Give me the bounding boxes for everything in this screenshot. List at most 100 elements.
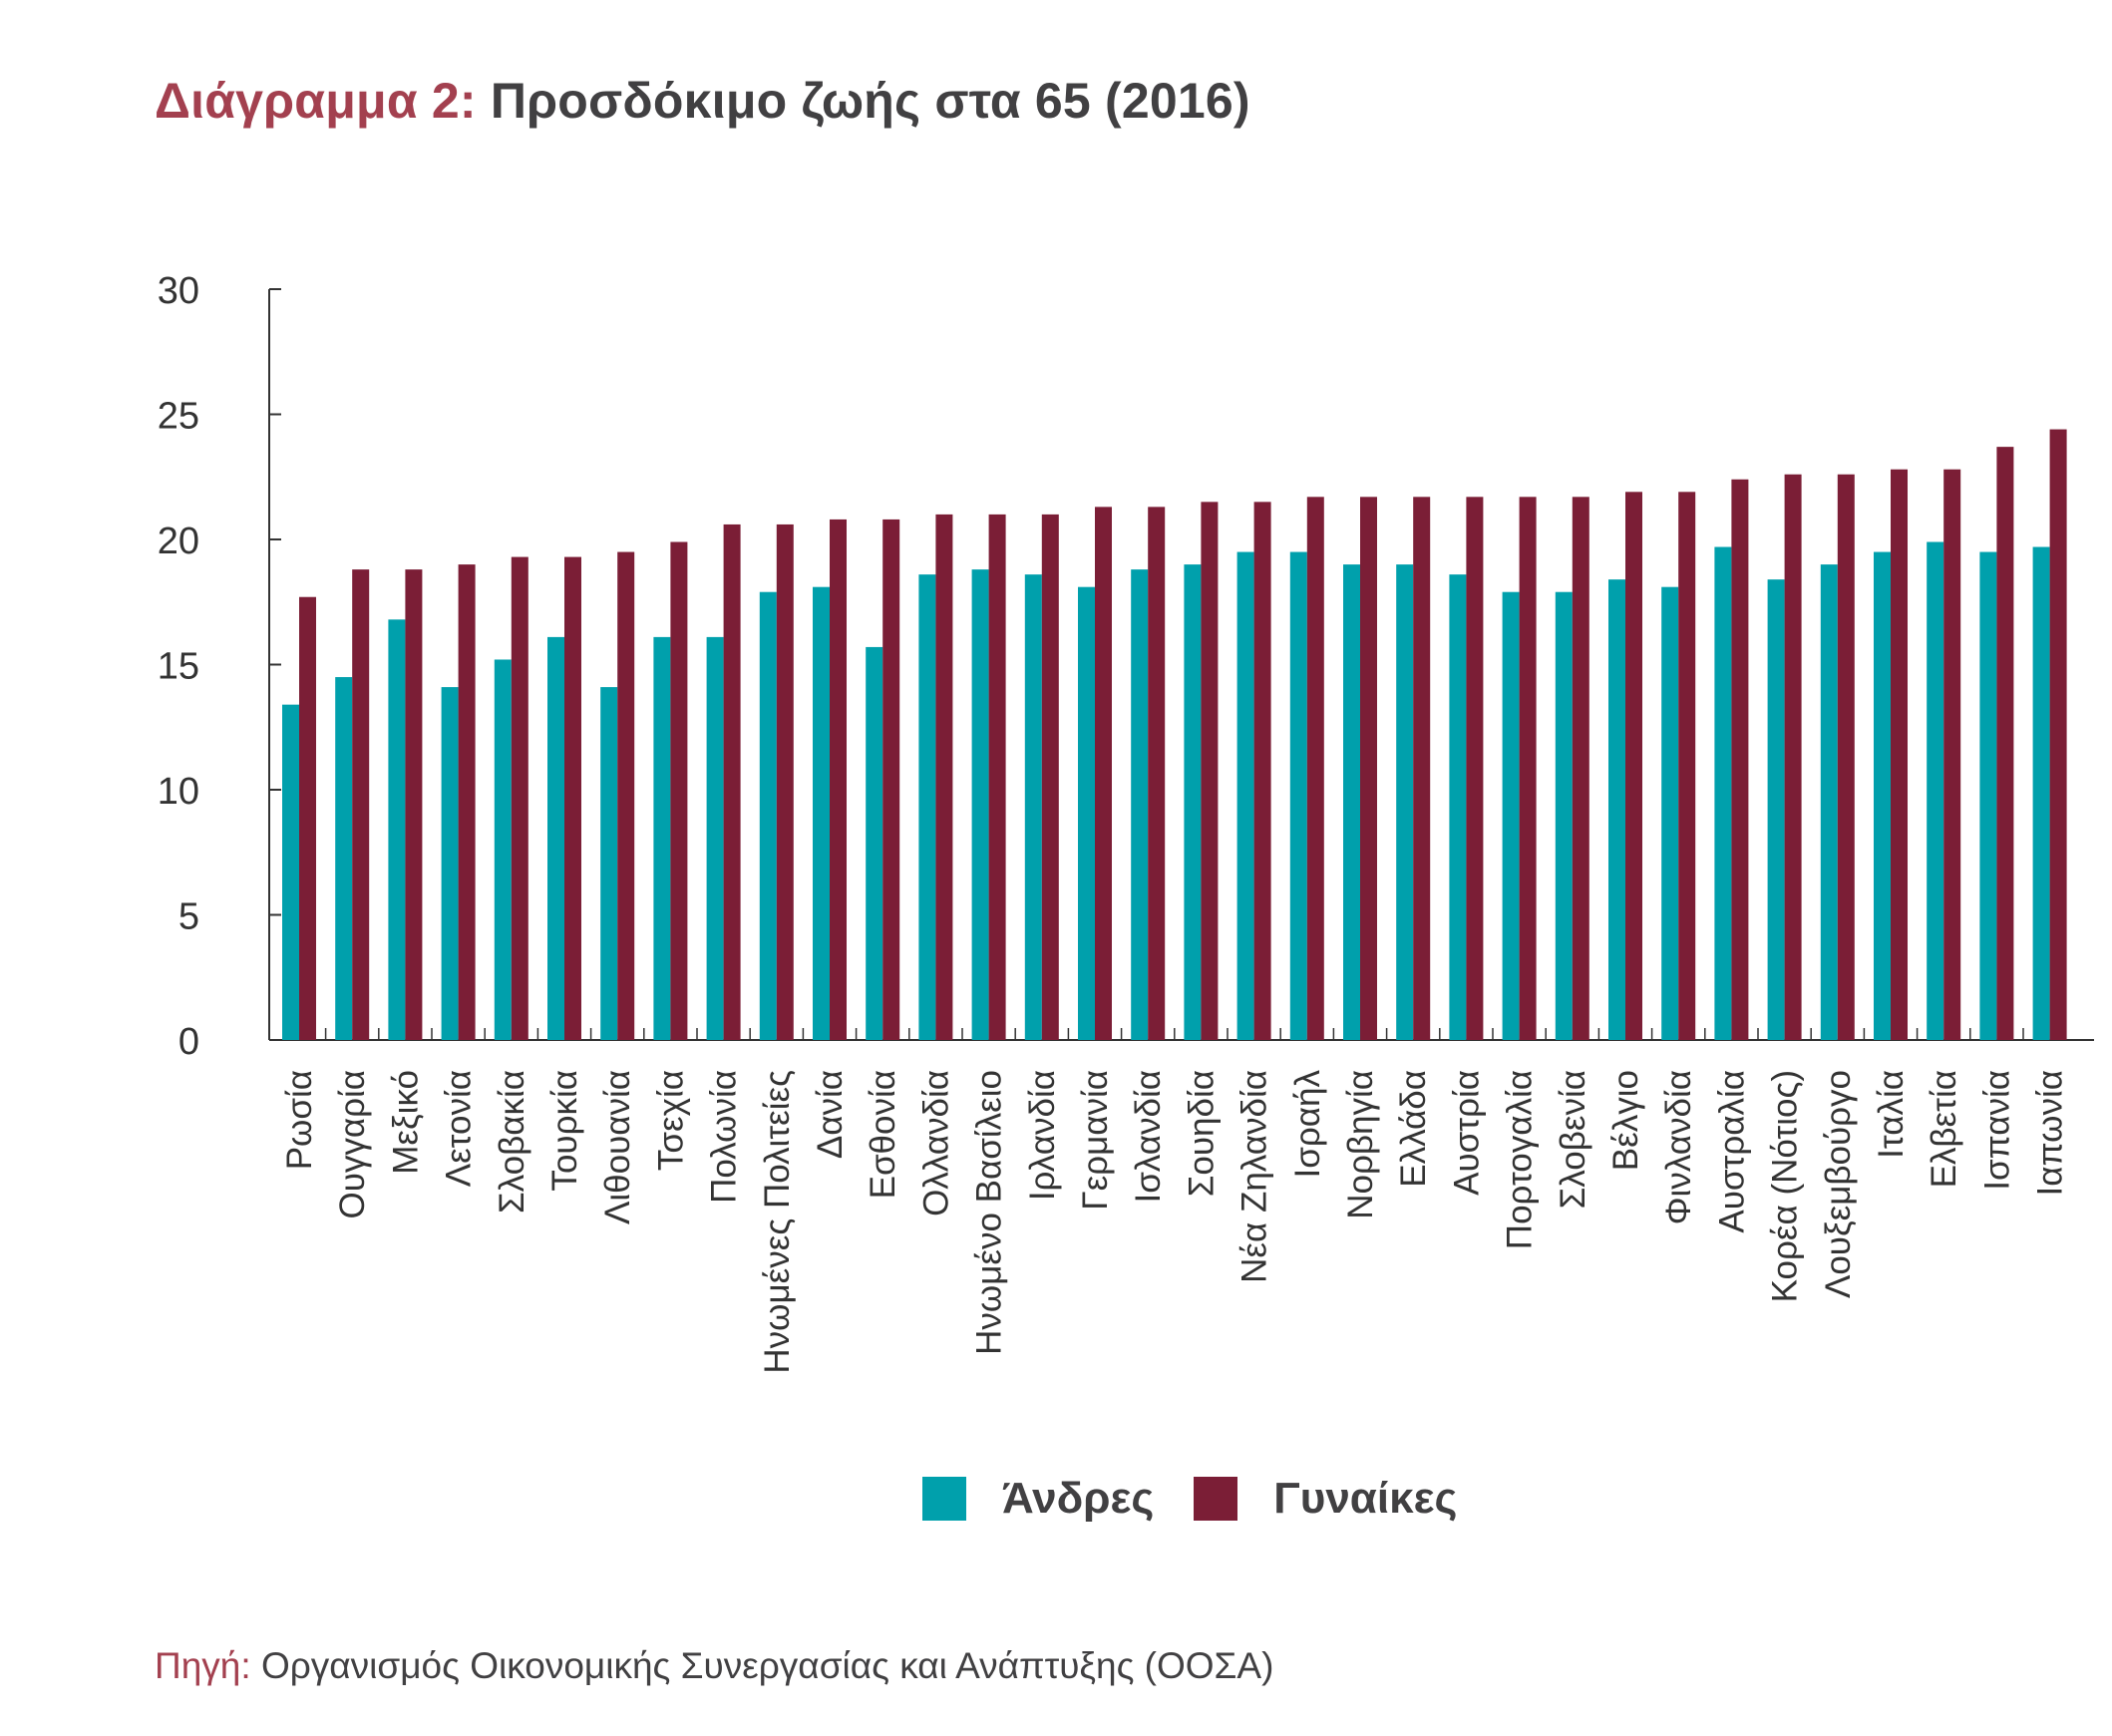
x-category-label: Ουγγαρία xyxy=(333,1070,372,1219)
bar-men xyxy=(653,636,671,1040)
chart-legend: Άνδρες Γυναίκες xyxy=(922,1474,1497,1524)
x-category-label: Σλοβακία xyxy=(493,1070,531,1214)
bar-women xyxy=(1253,502,1271,1041)
bar-men xyxy=(282,704,299,1040)
bar-women xyxy=(935,514,953,1040)
bar-men xyxy=(1927,541,1944,1040)
bar-men xyxy=(1820,564,1838,1040)
y-tick-label: 0 xyxy=(178,1021,199,1063)
bar-chart: 0 5 10 15 20 25 30 Ρωσία Ουγγαρία Μεξικό Λετονία Σλ… xyxy=(158,270,2094,1374)
bar-men xyxy=(494,659,512,1040)
bar-men xyxy=(1343,564,1360,1040)
y-tick-label: 10 xyxy=(158,771,199,813)
source-text: Οργανισμός Οικονομικής Συνεργασίας και Α… xyxy=(260,1645,1274,1686)
x-category-label: Ολλανδία xyxy=(916,1070,955,1216)
x-category-label: Πορτογαλία xyxy=(1501,1070,1540,1249)
bar-women xyxy=(1466,497,1484,1041)
bar-men xyxy=(759,591,777,1040)
bar-women xyxy=(1095,507,1112,1040)
bar-women xyxy=(405,569,423,1040)
bar-women xyxy=(1572,497,1589,1041)
bar-women xyxy=(1891,469,1908,1041)
bar-women xyxy=(617,551,635,1040)
x-category-label: Αυστραλία xyxy=(1712,1070,1751,1233)
bar-men xyxy=(1236,551,1254,1040)
bar-women xyxy=(1201,502,1219,1041)
bar-men xyxy=(1184,564,1202,1040)
bar-men xyxy=(441,687,459,1040)
source-prefix: Πηγή: xyxy=(155,1645,251,1686)
chart-title: Διάγραμμα 2: Προσδόκιμο ζωής στα 65 (201… xyxy=(155,72,1250,130)
bar-women xyxy=(1784,474,1802,1040)
bar-women xyxy=(1306,497,1324,1041)
bar-men xyxy=(1131,569,1149,1040)
bar-women xyxy=(1996,447,2014,1040)
bar-men xyxy=(600,687,618,1040)
bar-men xyxy=(335,677,353,1040)
x-category-label: Ηνωμένο Βασίλειο xyxy=(970,1070,1009,1355)
legend-label-men: Άνδρες xyxy=(1002,1474,1155,1523)
x-category-label: Πολωνία xyxy=(705,1070,744,1204)
bar-men xyxy=(1608,579,1625,1040)
bar-men xyxy=(1024,574,1042,1040)
bar-men xyxy=(388,619,406,1040)
legend-item-men: Άνδρες xyxy=(922,1474,1154,1524)
y-tick-label: 20 xyxy=(158,521,199,562)
bar-men xyxy=(1767,579,1785,1040)
bar-men xyxy=(1874,551,1891,1040)
x-category-label: Δανία xyxy=(811,1070,850,1159)
x-category-label: Τσεχία xyxy=(651,1070,690,1171)
x-category-label: Κορέα (Νότιος) xyxy=(1766,1070,1805,1302)
x-category-label: Ελλάδα xyxy=(1394,1070,1433,1188)
x-category-label: Ιταλία xyxy=(1872,1070,1911,1159)
x-category-label: Σουηδία xyxy=(1182,1070,1221,1197)
bar-women xyxy=(1519,497,1537,1041)
bar-men xyxy=(971,569,989,1040)
y-tick-label: 30 xyxy=(158,270,199,312)
bar-men xyxy=(918,574,936,1040)
x-category-label: Γερμανία xyxy=(1076,1070,1115,1211)
bar-women xyxy=(564,556,581,1040)
x-category-label: Νορβηγία xyxy=(1341,1070,1380,1219)
bar-women xyxy=(1678,492,1696,1040)
bar-women xyxy=(1731,479,1749,1040)
x-category-label: Ιρλανδία xyxy=(1023,1070,1062,1201)
x-category-label: Ελβετία xyxy=(1925,1070,1963,1188)
bar-women xyxy=(458,564,476,1040)
bar-women xyxy=(1943,469,1961,1041)
bar-women xyxy=(1041,514,1059,1040)
y-tick-label: 25 xyxy=(158,396,199,438)
x-category-label: Νέα Ζηλανδία xyxy=(1235,1070,1274,1283)
x-category-label: Σλοβενία xyxy=(1554,1070,1592,1209)
bar-women xyxy=(1837,474,1855,1040)
bar-women xyxy=(988,514,1006,1040)
bar-men xyxy=(1289,551,1307,1040)
bar-women xyxy=(511,556,528,1040)
bar-men xyxy=(1714,546,1732,1040)
bar-women xyxy=(2049,429,2067,1040)
y-tick-label: 5 xyxy=(178,896,199,938)
x-category-label: Εσθονία xyxy=(864,1070,902,1199)
bar-men xyxy=(1555,591,1573,1040)
x-category-label: Μεξικό xyxy=(386,1070,425,1175)
bar-men xyxy=(706,636,724,1040)
bar-women xyxy=(299,596,316,1040)
x-category-label: Ηνωμένες Πολιτείες xyxy=(758,1070,797,1374)
bar-men xyxy=(866,646,883,1040)
x-category-label: Ισραήλ xyxy=(1288,1070,1327,1179)
x-category-label: Ιαπωνία xyxy=(2031,1070,2070,1196)
bar-women xyxy=(723,523,741,1040)
x-category-label: Βέλγιο xyxy=(1606,1070,1645,1171)
bar-women xyxy=(882,519,900,1040)
bar-women xyxy=(830,519,847,1040)
bar-women xyxy=(352,569,370,1040)
bar-women xyxy=(776,523,794,1040)
x-category-label: Αυστρία xyxy=(1447,1070,1486,1196)
chart-title-main: Προσδόκιμο ζωής στα 65 (2016) xyxy=(490,73,1250,129)
bar-men xyxy=(2032,546,2050,1040)
x-category-label: Φινλανδία xyxy=(1659,1070,1698,1224)
bar-men xyxy=(547,636,564,1040)
bar-men xyxy=(1396,564,1414,1040)
bar-women xyxy=(1625,492,1642,1040)
legend-item-women: Γυναίκες xyxy=(1194,1474,1457,1524)
